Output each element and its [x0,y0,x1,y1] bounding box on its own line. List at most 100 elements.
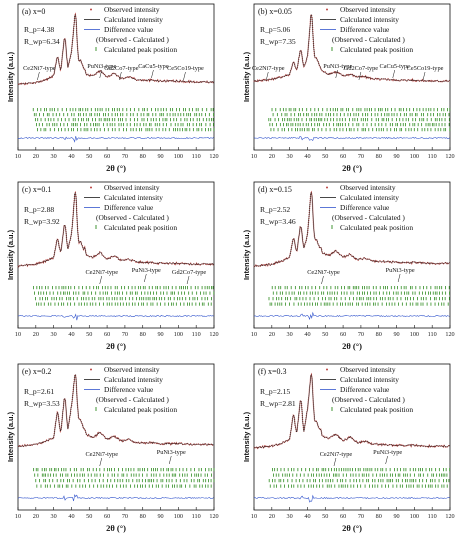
difference-series [17,136,214,143]
x-tick-label: 40 [304,153,310,160]
x-tick-label: 100 [410,513,419,520]
phase-annotation: Ce2Ni7-type [307,269,340,276]
x-tick-label: 80 [376,513,382,520]
x-tick-label: 100 [174,513,183,520]
legend-calculated-label: Calculated intensity [340,375,399,384]
x-axis-label: 2θ (°) [342,341,362,351]
x-tick-label: 120 [209,153,218,160]
phase-annotation: PuNi3-type [157,449,186,456]
peak-mark-row [271,286,450,290]
x-tick-label: 120 [445,331,454,338]
plot-frame [17,181,215,329]
x-tick-label: 50 [86,331,92,338]
rp-value: R_p=2.52 [260,205,290,214]
annotation-arrow [266,71,269,81]
x-tick-label: 20 [33,153,39,160]
annotation-arrow [422,71,426,81]
x-tick-label: 70 [122,331,128,338]
panel-label: (c) x=0.1 [22,185,51,194]
x-tick-label: 20 [269,331,275,338]
y-axis-label: Intensity (a.u.) [242,411,251,462]
x-tick-label: 110 [192,513,201,520]
phase-annotation: Gd2Co7-type [344,65,378,72]
peak-mark-row [37,128,215,132]
x-tick-label: 90 [393,513,399,520]
x-tick-label: 120 [445,153,454,160]
legend-observed-label: Observed intensity [104,183,160,192]
x-tick-label: 30 [287,513,293,520]
plot-frame [253,3,451,151]
annotation-arrow [99,275,102,285]
chart-panel-a: 10 20 30 40 50 60 70 80 90 100 110 120 Intensity (a.… [6,3,219,173]
x-tick-label: 50 [86,153,92,160]
legend-calculated-label: Calculated intensity [340,15,399,24]
annotation-arrow [168,455,172,465]
x-tick-label: 20 [269,153,275,160]
x-tick-label: 80 [140,513,146,520]
legend-peak-label: Calculated peak position [104,45,177,54]
x-axis-label: 2θ (°) [106,341,126,351]
legend-peak-label: Calculated peak position [340,223,413,232]
legend-calculated-label: Calculated intensity [104,193,163,202]
x-tick-label: 20 [33,513,39,520]
phase-annotation: Ce2Ni7-type [85,451,118,458]
phase-annotation: PuNi3-type [87,63,116,70]
legend-calculated-label: Calculated intensity [104,15,163,24]
y-axis-label: Intensity (a.u.) [6,51,15,102]
difference-series [17,494,214,502]
annotation-arrow [99,69,102,79]
x-tick-label: 90 [393,331,399,338]
phase-annotation: Ce5Co19-type [407,65,444,72]
x-tick-label: 110 [192,331,201,338]
peak-mark-row [268,118,450,122]
phase-annotation: PuNi3-type [323,63,352,70]
calculated-series [17,13,214,85]
annotation-arrow [151,69,154,79]
x-axis-label: 2θ (°) [342,523,362,533]
x-tick-label: 60 [340,331,346,338]
peak-mark-row [33,286,214,290]
phase-annotation: PuNi3-type [386,267,415,274]
calculated-series [253,191,450,268]
x-tick-label: 60 [340,513,346,520]
x-tick-label: 100 [174,153,183,160]
rwp-value: R_wp=3.46 [260,217,296,226]
plot-frame [17,3,215,151]
legend-difference-label: Difference value [340,385,390,394]
chart-panel-d: 10 20 30 40 50 60 70 80 90 100 110 120 Intensity (a.… [242,181,455,351]
legend-peak-label: Calculated peak position [104,405,177,414]
legend-observed-label: Observed intensity [104,365,160,374]
x-tick-label: 90 [157,513,163,520]
peak-mark-row [269,123,450,127]
x-tick-label: 60 [104,153,110,160]
legend-difference-label: Difference value [340,25,390,34]
x-tick-label: 70 [358,513,364,520]
annotation-arrow [335,69,338,79]
peak-mark-row [34,473,212,477]
phase-annotation: PuNi3-type [373,449,402,456]
x-tick-label: 70 [122,513,128,520]
annotation-arrow [183,71,186,81]
x-tick-label: 90 [157,153,163,160]
x-tick-label: 40 [68,153,74,160]
x-tick-label: 50 [322,153,328,160]
x-tick-label: 10 [15,153,21,160]
x-tick-label: 20 [33,331,39,338]
legend-peak-label: Calculated peak position [104,223,177,232]
legend-observed-label: Observed intensity [340,183,396,192]
x-axis-label: 2θ (°) [342,163,362,173]
x-tick-label: 120 [445,513,454,520]
peak-mark-row [268,297,450,301]
x-tick-label: 60 [104,513,110,520]
plot-frame [253,363,451,511]
annotation-arrow [385,455,388,465]
peak-mark-row [270,128,451,132]
y-axis-label: Intensity (a.u.) [242,229,251,280]
peak-mark-row [272,291,450,295]
legend-difference-label: Difference value [104,385,154,394]
rp-value: R_p=4.38 [24,25,54,34]
